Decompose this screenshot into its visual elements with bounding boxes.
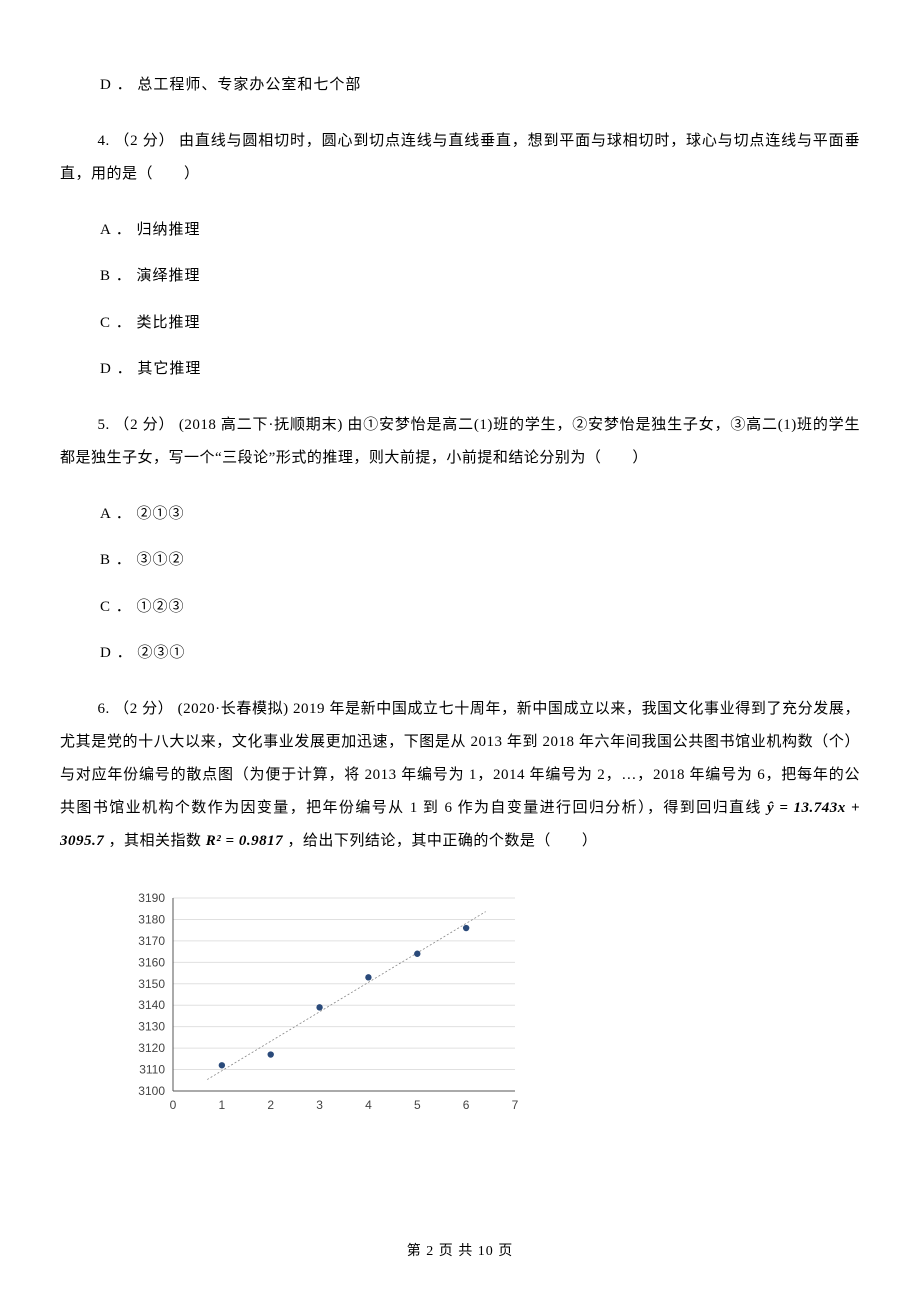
svg-text:6: 6 [463,1098,470,1112]
q5-option-d: D ． ②③① [100,642,860,665]
q3-option-d: D ． 总工程师、专家办公室和七个部 [100,74,860,97]
q6-stem-pre: 6. （2 分） (2020·长春模拟) 2019 年是新中国成立七十周年，新中… [60,701,860,816]
svg-text:3110: 3110 [139,1062,165,1076]
svg-text:3100: 3100 [138,1084,165,1098]
svg-text:3190: 3190 [138,891,165,905]
q4-option-c: C ． 类比推理 [100,312,860,335]
q5-option-c: C ． ①②③ [100,596,860,619]
svg-text:3170: 3170 [138,933,165,947]
scatter-chart-svg: 3100311031203130314031503160317031803190… [115,886,535,1121]
svg-text:4: 4 [365,1098,372,1112]
q4-option-a: A ． 归纳推理 [100,219,860,242]
q4-stem: 4. （2 分） 由直线与圆相切时，圆心到切点连线与直线垂直，想到平面与球相切时… [60,125,860,191]
q4-option-d: D ． 其它推理 [100,358,860,381]
svg-text:3180: 3180 [138,912,165,926]
q5-stem: 5. （2 分） (2018 高二下·抚顺期末) 由①安梦怡是高二(1)班的学生… [60,409,860,475]
q6-stem-post: ，给出下列结论，其中正确的个数是（ ） [287,833,597,849]
svg-text:3140: 3140 [138,998,165,1012]
svg-text:3130: 3130 [138,1019,165,1033]
q6-stem-mid: ，其相关指数 [109,833,206,849]
svg-text:7: 7 [512,1098,519,1112]
q6-formula-r2: R² = 0.9817 [206,833,283,849]
svg-text:3150: 3150 [138,976,165,990]
svg-text:1: 1 [219,1098,226,1112]
q4-option-b: B ． 演绎推理 [100,265,860,288]
q6-stem: 6. （2 分） (2020·长春模拟) 2019 年是新中国成立七十周年，新中… [60,693,860,858]
svg-text:3120: 3120 [138,1041,165,1055]
q5-option-a: A ． ②①③ [100,503,860,526]
q5-option-b: B ． ③①② [100,549,860,572]
scatter-chart: 3100311031203130314031503160317031803190… [115,886,860,1129]
svg-text:5: 5 [414,1098,421,1112]
page-footer: 第 2 页 共 10 页 [0,1241,920,1262]
svg-text:3160: 3160 [138,955,165,969]
svg-text:3: 3 [316,1098,323,1112]
svg-text:0: 0 [170,1098,177,1112]
svg-text:2: 2 [267,1098,274,1112]
